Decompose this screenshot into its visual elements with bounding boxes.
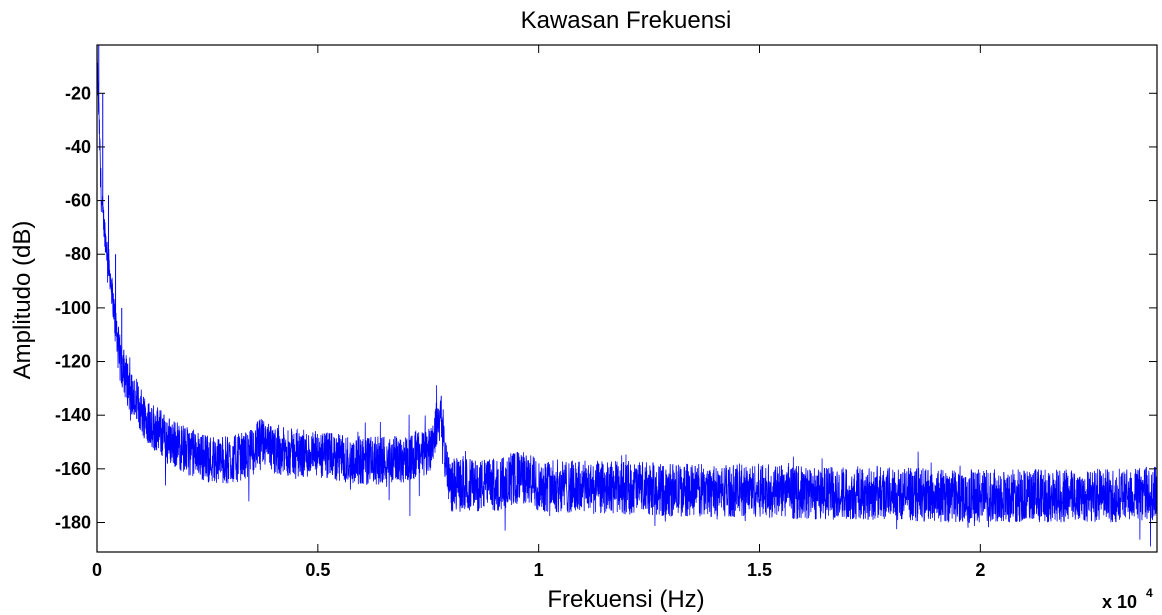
y-tick-label: -160 <box>55 459 91 479</box>
x-tick-label: 0 <box>92 560 102 580</box>
y-axis-label: Amplitudo (dB) <box>9 221 36 380</box>
x-axis-multiplier-exponent: 4 <box>1146 586 1153 600</box>
y-tick-label: -80 <box>65 244 91 264</box>
y-tick-label: -60 <box>65 191 91 211</box>
x-tick-label: 2 <box>975 560 985 580</box>
x-axis-label: Frekuensi (Hz) <box>547 586 704 613</box>
y-tick-label: -180 <box>55 512 91 532</box>
axes-box <box>96 44 1158 553</box>
y-tick-label: -40 <box>65 137 91 157</box>
y-tick-label: -120 <box>55 352 91 372</box>
x-tick-label: 0.5 <box>305 560 330 580</box>
x-tick-label: 1.5 <box>747 560 772 580</box>
y-tick-label: -20 <box>65 83 91 103</box>
x-axis-multiplier: x 10 <box>1102 592 1137 612</box>
plot-area: 0 0.5 1 1.5 2 -20 -40 -60 -80 -100 -120 -140 -160 -18… <box>55 44 1158 580</box>
y-tick-label: -100 <box>55 298 91 318</box>
y-tick-label: -140 <box>55 405 91 425</box>
x-tick-label: 1 <box>534 560 544 580</box>
chart-title: Kawasan Frekuensi <box>521 7 732 34</box>
series-line <box>97 45 1157 547</box>
